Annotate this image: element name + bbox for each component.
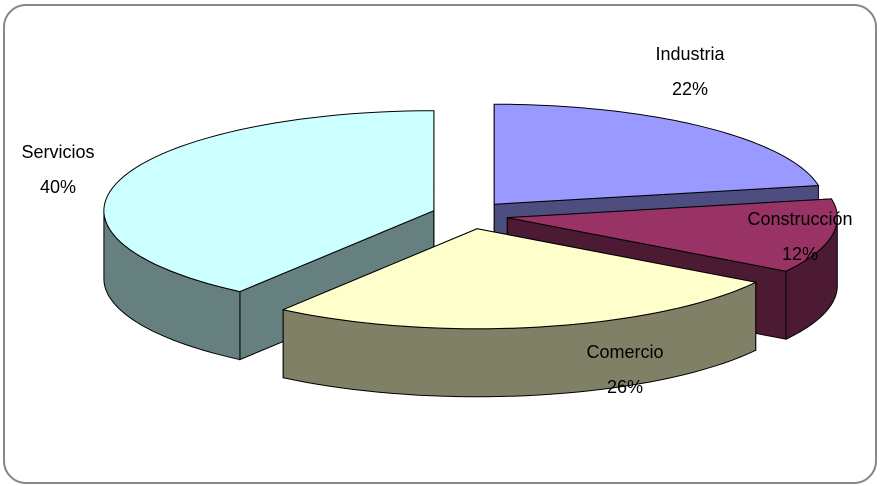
slice-top <box>493 103 820 205</box>
slice-label: Construcción <box>747 209 852 229</box>
slice-label: Comercio <box>586 342 663 362</box>
slice-label: Servicios <box>21 142 94 162</box>
slice-value-label: 40% <box>40 177 76 197</box>
slice-top <box>507 198 838 272</box>
slice-value-label: 26% <box>607 377 643 397</box>
slice-value-label: 12% <box>782 244 818 264</box>
pie-slice <box>281 228 758 398</box>
slice-top <box>281 228 758 330</box>
slice-value-label: 22% <box>672 79 708 99</box>
slice-top <box>103 110 435 293</box>
slice-label: Industria <box>655 44 725 64</box>
